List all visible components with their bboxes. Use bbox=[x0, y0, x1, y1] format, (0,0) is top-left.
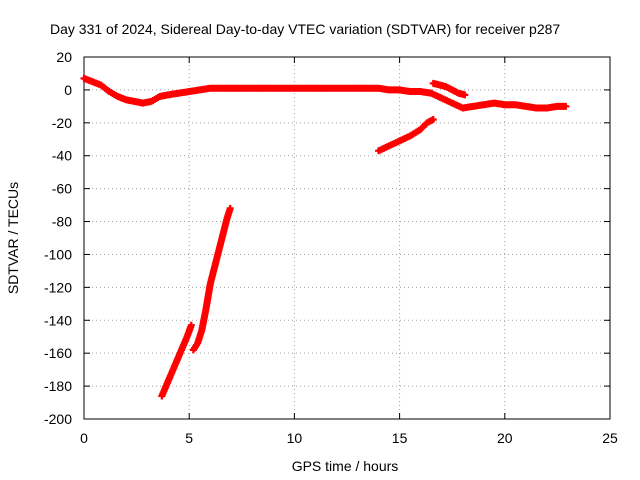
y-tick-label: 0 bbox=[64, 82, 72, 98]
x-tick-labels: 0 5 10 15 20 25 bbox=[80, 430, 618, 446]
series-upper-short-arc bbox=[429, 79, 469, 99]
series-main-arc bbox=[80, 74, 570, 112]
data-point bbox=[187, 321, 195, 329]
y-tick-label: -40 bbox=[52, 148, 72, 164]
x-tick-label: 15 bbox=[392, 430, 408, 446]
x-axis-label: GPS time / hours bbox=[292, 458, 399, 474]
series-mid-arc bbox=[375, 116, 437, 155]
chart-title: Day 331 of 2024, Sidereal Day-to-day VTE… bbox=[50, 21, 560, 37]
data-point bbox=[562, 102, 570, 110]
data-point bbox=[461, 91, 469, 99]
y-tick-label: -120 bbox=[44, 279, 72, 295]
y-axis-label: SDTVAR / TECUs bbox=[5, 182, 21, 294]
x-tick-label: 5 bbox=[185, 430, 193, 446]
data-point bbox=[429, 116, 437, 124]
data-point bbox=[226, 204, 234, 212]
data-marks bbox=[80, 74, 570, 400]
y-tick-label: -100 bbox=[44, 246, 72, 262]
y-tick-label: -200 bbox=[44, 411, 72, 427]
plot-frame bbox=[83, 56, 611, 420]
grid bbox=[84, 57, 610, 419]
y-tick-label: -20 bbox=[52, 115, 72, 131]
series-deep-arc-2 bbox=[189, 204, 234, 354]
y-tick-label: -80 bbox=[52, 214, 72, 230]
tick-marks bbox=[83, 56, 611, 420]
x-tick-label: 0 bbox=[80, 430, 88, 446]
y-tick-label: -180 bbox=[44, 378, 72, 394]
y-tick-label: 20 bbox=[56, 49, 72, 65]
y-tick-label: -160 bbox=[44, 345, 72, 361]
x-tick-label: 20 bbox=[497, 430, 513, 446]
x-tick-label: 25 bbox=[602, 430, 618, 446]
y-tick-label: -60 bbox=[52, 181, 72, 197]
y-tick-labels: 20 0 -20 -40 -60 -80 -100 -120 -140 -160 -180 -200 bbox=[44, 49, 72, 427]
y-tick-label: -140 bbox=[44, 312, 72, 328]
series-deep-arc-1 bbox=[158, 321, 195, 400]
x-tick-label: 10 bbox=[287, 430, 303, 446]
